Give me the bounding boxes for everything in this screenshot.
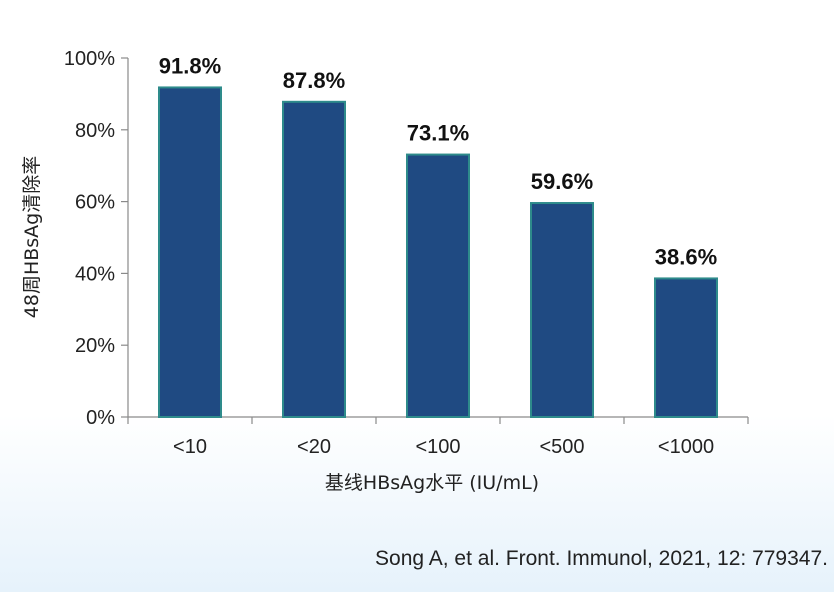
y-tick-label: 80%	[75, 120, 115, 142]
data-label: 87.8%	[283, 68, 345, 93]
bar	[406, 153, 470, 418]
y-axis-title: 48周HBsAg清除率	[21, 156, 43, 318]
bar	[158, 86, 222, 419]
x-tick-label: <20	[297, 436, 331, 458]
citation: Song A, et al. Front. Immunol, 2021, 12:…	[375, 547, 828, 570]
y-tick-label: 0%	[86, 407, 115, 429]
x-tick-label: <10	[173, 436, 207, 458]
y-tick-label: 40%	[75, 263, 115, 285]
bars	[158, 86, 718, 419]
x-tick-label: <1000	[658, 436, 714, 458]
bar	[282, 100, 346, 418]
data-label: 59.6%	[531, 169, 593, 194]
x-tick-label: <100	[415, 436, 460, 458]
x-axis-title: 基线HBsAg水平 (IU/mL)	[325, 472, 539, 494]
y-tick-label: 20%	[75, 335, 115, 357]
y-tick-label: 100%	[64, 48, 115, 70]
bar	[654, 277, 718, 418]
x-axis: <10 <20 <100 <500 <1000	[127, 416, 749, 458]
data-label: 73.1%	[407, 121, 469, 146]
y-axis: 0% 20% 40% 60% 80% 100%	[64, 48, 129, 429]
data-label: 91.8%	[159, 53, 221, 78]
data-labels: 91.8% 87.8% 73.1% 59.6% 38.6%	[159, 53, 717, 269]
x-tick-label: <500	[539, 436, 584, 458]
data-label: 38.6%	[655, 244, 717, 269]
bar	[530, 202, 594, 418]
y-tick-label: 60%	[75, 192, 115, 214]
